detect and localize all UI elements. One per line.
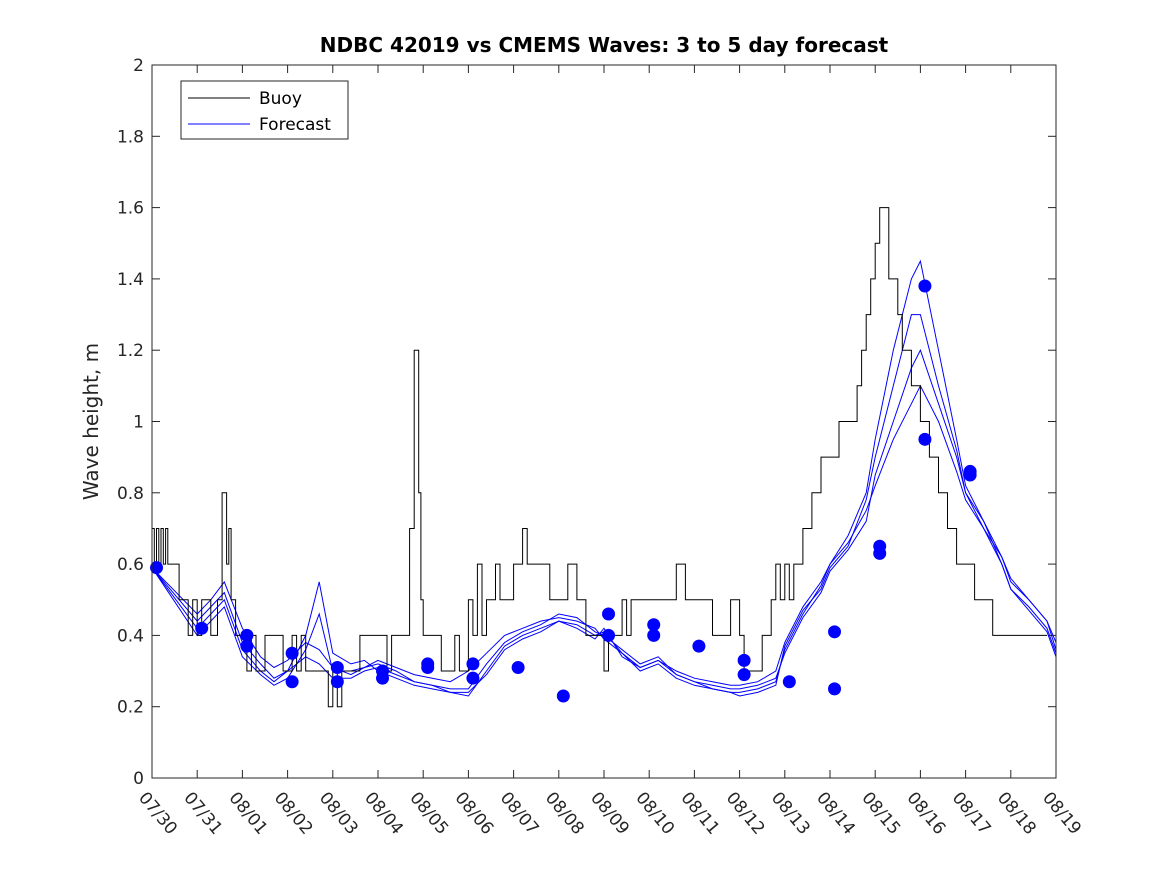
forecast-point: [195, 621, 209, 635]
y-tick-label: 1.4: [117, 270, 144, 290]
forecast-point: [918, 279, 932, 293]
forecast-point: [330, 675, 344, 689]
legend-buoy-label: Buoy: [259, 89, 302, 109]
chart-title: NDBC 42019 vs CMEMS Waves: 3 to 5 day fo…: [320, 33, 889, 57]
forecast-point: [873, 546, 887, 560]
forecast-point: [466, 657, 480, 671]
forecast-point: [782, 675, 796, 689]
forecast-point: [737, 653, 751, 667]
forecast-point: [376, 671, 390, 685]
forecast-point: [602, 607, 616, 621]
legend-forecast-label: Forecast: [259, 115, 331, 135]
y-tick-label: 0.4: [117, 626, 144, 646]
plot-frame: [151, 64, 1057, 779]
forecast-point: [828, 625, 842, 639]
forecast-points: [150, 279, 977, 703]
forecast-point: [602, 628, 616, 642]
forecast-point: [647, 618, 661, 632]
forecast-point: [240, 628, 254, 642]
y-axis: 0 0.2 0.4 0.6 0.8 1 1.2 1.4 1.6 1.8 2: [117, 56, 1056, 789]
forecast-point: [828, 682, 842, 696]
forecast-point: [421, 660, 435, 674]
y-tick-label: 1.2: [117, 341, 144, 361]
forecast-point: [240, 639, 254, 653]
forecast-point: [150, 561, 164, 575]
forecast-point: [285, 646, 299, 660]
forecast-series-line-2: [151, 348, 1057, 690]
y-tick-label: 1: [133, 413, 144, 433]
y-tick-label: 0.8: [117, 484, 144, 504]
y-tick-label: 0.2: [117, 698, 144, 718]
forecast-point: [963, 468, 977, 482]
forecast-series-line-1: [151, 384, 1057, 686]
forecast-point: [466, 671, 480, 685]
forecast-point: [556, 689, 570, 703]
y-tick-label: 0: [133, 769, 144, 789]
legend: Buoy Forecast: [180, 80, 349, 140]
y-tick-label: 2: [133, 56, 144, 76]
forecast-point: [285, 675, 299, 689]
forecast-point: [737, 668, 751, 682]
forecast-point: [330, 660, 344, 674]
y-tick-label: 1.6: [117, 199, 144, 219]
forecast-series-line-4: [151, 314, 1057, 697]
forecast-point: [918, 432, 932, 446]
forecast-point: [511, 660, 525, 674]
y-tick-label: 0.6: [117, 555, 144, 575]
y-tick-label: 1.8: [117, 127, 144, 147]
forecast-point: [692, 639, 706, 653]
legend-box: [180, 80, 349, 140]
y-axis-label: Wave height, m: [79, 343, 103, 500]
forecast-point: [647, 628, 661, 642]
